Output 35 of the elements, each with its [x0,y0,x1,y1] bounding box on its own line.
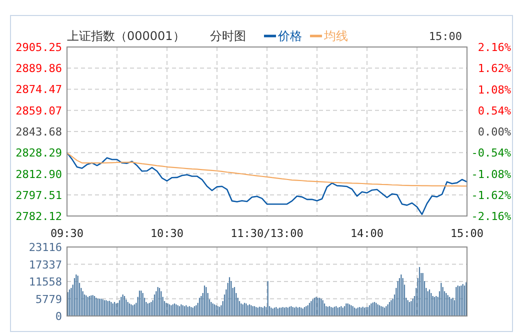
y2-tick-label: 0.00% [478,126,512,138]
y-tick-label: 2828.29 [16,146,62,160]
y2-tick-label: -0.54% [471,146,512,160]
y-tick-label: 2905.25 [16,41,62,54]
y2-tick-label: -1.08% [471,168,512,181]
y-tick-label: 2812.90 [16,168,62,181]
line-series [66,152,468,187]
text: 15:00 [428,30,462,43]
y-tick-label: 2889.86 [16,62,62,76]
y-tick-label: 2797.51 [16,188,62,202]
y-tick-label: 17337 [28,258,62,272]
y-tick-label: 0 [55,310,62,323]
legend-label: 均线 [323,29,348,43]
chart-subtitle: 分时图 [210,29,246,43]
y-tick-label: 2843.68 [16,126,62,139]
x-tick-label: 15:00 [450,227,484,240]
x-tick-label: 10:30 [150,227,184,240]
x-tick-label: 14:00 [350,227,384,240]
y-tick-label: 11558 [28,276,62,288]
y2-tick-label: -1.62% [471,188,512,202]
legend-label: 价格 [277,29,302,43]
y2-tick-label: 0.54% [478,104,512,118]
y-tick-label: 2859.07 [16,104,62,118]
y-tick-label: 2782.12 [16,210,62,223]
y-tick-label: 5779 [36,292,62,306]
x-tick-label: 09:30 [50,227,84,240]
y2-tick-label: 2.16% [478,41,512,54]
y-tick-label: 23116 [28,241,62,254]
y2-tick-label: 1.08% [478,83,512,96]
y2-tick-label: 1.62% [478,62,512,76]
chart-title: 上证指数（000001） [67,29,185,43]
line-series [66,152,468,216]
y-tick-label: 2874.47 [16,83,62,96]
y2-tick-label: -2.16% [471,210,512,223]
x-tick-label: 11:30/13:00 [230,227,304,240]
